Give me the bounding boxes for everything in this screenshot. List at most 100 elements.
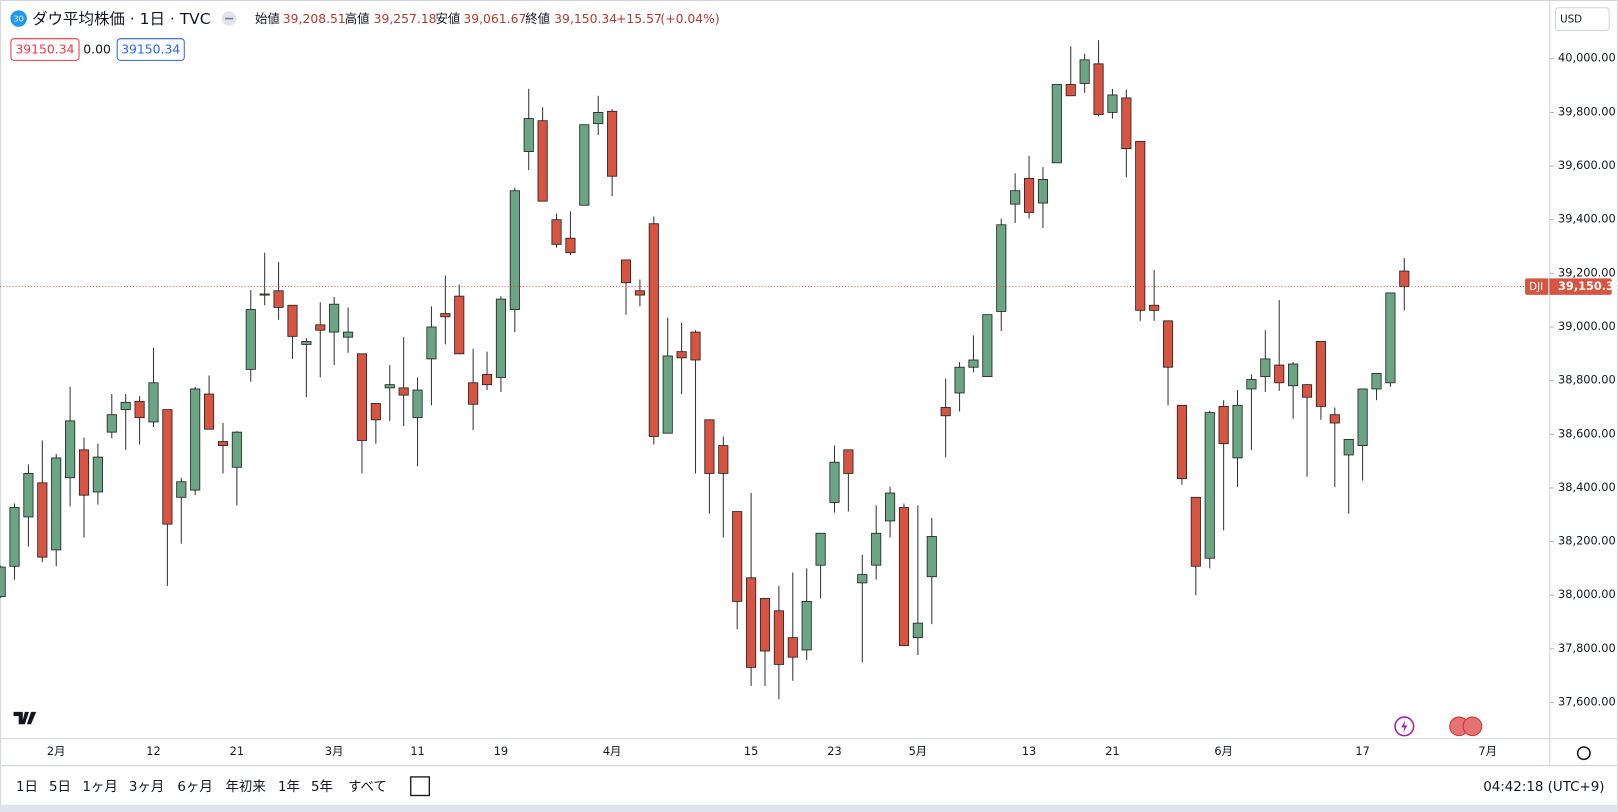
candle-body bbox=[245, 309, 256, 370]
candle-body bbox=[1190, 496, 1201, 567]
candle-body bbox=[1037, 179, 1049, 204]
candle-body bbox=[551, 219, 562, 245]
input-box[interactable] bbox=[116, 38, 185, 61]
candle-body bbox=[315, 324, 326, 331]
x-tick-label: 2月 bbox=[47, 744, 66, 758]
range-button[interactable]: 1ヶ月 bbox=[83, 780, 118, 795]
candle-body bbox=[9, 507, 20, 567]
candle-body bbox=[1371, 372, 1382, 390]
y-tick-label: 40,000.00 bbox=[1558, 51, 1616, 65]
legend-value: 39,150.34 bbox=[554, 12, 617, 26]
candle-body bbox=[1162, 320, 1174, 368]
candle-body bbox=[23, 473, 34, 518]
y-tick-label: 37,800.00 bbox=[1558, 641, 1616, 655]
candle-body bbox=[1218, 405, 1229, 445]
candle-body bbox=[1079, 59, 1090, 84]
candle-body bbox=[871, 532, 882, 566]
y-tick-label: 38,400.00 bbox=[1558, 480, 1616, 494]
legend-change-pct: (+0.04%) bbox=[660, 12, 719, 26]
candle-body bbox=[343, 331, 354, 338]
candle-body bbox=[120, 401, 131, 411]
candle-body bbox=[982, 314, 993, 378]
candle-body bbox=[1010, 190, 1021, 205]
flag-icon[interactable] bbox=[1462, 716, 1483, 737]
candle-body bbox=[996, 224, 1007, 312]
candle-body bbox=[1023, 177, 1035, 213]
x-tick-label: 15 bbox=[744, 744, 758, 758]
y-tick-label: 38,200.00 bbox=[1558, 534, 1616, 548]
candle-body bbox=[217, 441, 229, 446]
legend-change: +15.57 bbox=[616, 12, 662, 26]
candle-body bbox=[148, 382, 159, 423]
candle-body bbox=[51, 457, 62, 551]
toolbar: 1日 5日 1ヶ月 3ヶ月 6ヶ月 年初来 1年 5年 すべて bbox=[16, 779, 387, 795]
y-tick-label: 38,600.00 bbox=[1558, 426, 1616, 440]
candle-body bbox=[370, 403, 381, 421]
range-button[interactable]: すべて bbox=[348, 779, 387, 795]
candle-body bbox=[329, 303, 340, 333]
legend-label: 安値 bbox=[436, 11, 461, 26]
range-button[interactable]: 1日 bbox=[16, 780, 38, 795]
candle-body bbox=[1149, 304, 1160, 311]
candle-body bbox=[829, 461, 840, 503]
range-button[interactable]: 5日 bbox=[49, 780, 71, 795]
y-tick-label: 39,200.00 bbox=[1558, 265, 1616, 279]
candle-body bbox=[593, 111, 604, 125]
badge-text: 30 bbox=[13, 14, 24, 24]
range-button[interactable]: 5年 bbox=[311, 779, 333, 795]
x-tick-label: 11 bbox=[410, 744, 424, 758]
candle-body bbox=[718, 445, 729, 474]
candle-body bbox=[1288, 363, 1299, 387]
candle-body bbox=[676, 351, 687, 359]
range-button[interactable]: 1年 bbox=[278, 779, 300, 795]
candle-body bbox=[204, 393, 215, 430]
x-tick-label: 6月 bbox=[1214, 744, 1233, 758]
input-box[interactable] bbox=[10, 38, 80, 61]
clock: 04:42:18 (UTC+9) bbox=[1483, 780, 1604, 795]
y-tick-label: 37,600.00 bbox=[1558, 695, 1616, 709]
candle-body bbox=[1051, 84, 1062, 164]
candle-body bbox=[162, 409, 173, 525]
candle-body bbox=[565, 237, 576, 254]
candle-body bbox=[912, 622, 923, 639]
candle-body bbox=[273, 290, 284, 308]
candle-body bbox=[634, 290, 645, 296]
candle-body bbox=[1204, 412, 1215, 559]
price-label-box bbox=[1525, 278, 1612, 295]
candle-body bbox=[78, 449, 90, 496]
chart-title[interactable]: ダウ平均株価 · 1日 · TVC bbox=[32, 10, 210, 28]
y-tick-label: 39,000.00 bbox=[1558, 319, 1616, 333]
candle-body bbox=[620, 259, 632, 284]
y-tick-label: 39,800.00 bbox=[1558, 104, 1616, 118]
x-tick-label: 4月 bbox=[603, 744, 622, 758]
candle-body bbox=[301, 341, 312, 345]
candle-body bbox=[1385, 292, 1396, 384]
x-tick-label: 23 bbox=[827, 744, 841, 758]
range-button[interactable]: 6ヶ月 bbox=[177, 780, 212, 795]
candle-body bbox=[190, 388, 201, 491]
candle-body bbox=[801, 600, 812, 651]
x-tick-label: 21 bbox=[1105, 744, 1119, 758]
x-tick-label: 5月 bbox=[909, 744, 928, 758]
candle-body bbox=[398, 387, 409, 396]
range-button[interactable]: 年初来 bbox=[226, 779, 266, 795]
currency-button[interactable] bbox=[1554, 7, 1610, 31]
candle-body bbox=[787, 637, 798, 658]
candle-body bbox=[454, 295, 465, 355]
input-value: 0.00 bbox=[83, 43, 111, 57]
candle-body bbox=[1315, 341, 1326, 407]
range-button[interactable]: 3ヶ月 bbox=[129, 780, 164, 795]
date-range-icon[interactable] bbox=[410, 776, 430, 797]
candle-body bbox=[1232, 404, 1243, 459]
candle-body bbox=[356, 353, 368, 441]
symbol-badge bbox=[10, 10, 27, 27]
x-tick-label: 19 bbox=[494, 744, 508, 758]
legend-value: 39,208.51 bbox=[283, 12, 346, 26]
settings-icon[interactable] bbox=[1576, 746, 1591, 761]
candle-body bbox=[968, 359, 979, 368]
candle-body bbox=[1260, 358, 1271, 378]
candle-body bbox=[231, 431, 242, 468]
legend-label: 始値 bbox=[255, 11, 280, 26]
